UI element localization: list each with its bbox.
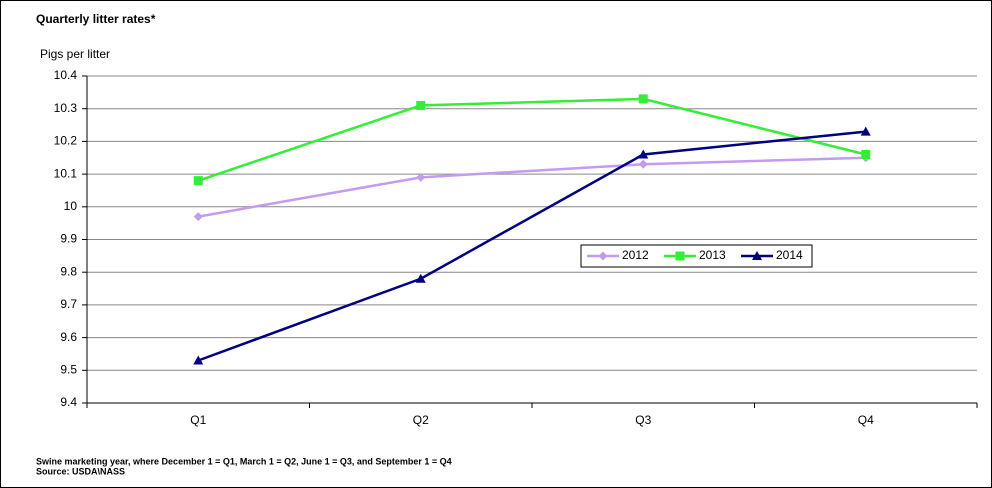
y-tick-label: 10.4	[54, 68, 78, 82]
marker	[193, 212, 203, 222]
marker	[416, 100, 426, 110]
y-tick-label: 9.7	[60, 297, 77, 311]
marker	[416, 172, 426, 182]
marker	[675, 251, 685, 261]
footnote: Swine marketing year, where December 1 =…	[36, 456, 452, 466]
y-tick-label: 10.2	[54, 134, 78, 148]
chart-title: Quarterly litter rates*	[36, 12, 156, 26]
x-tick-label: Q4	[858, 413, 874, 427]
y-tick-label: 9.5	[60, 362, 77, 376]
legend: 2012 2013 2014	[580, 244, 813, 268]
y-tick-label: 9.6	[60, 330, 77, 344]
legend-label: 2013	[699, 248, 726, 262]
y-tick-label: 10	[64, 199, 78, 213]
marker	[193, 355, 204, 365]
marker	[598, 251, 608, 261]
y-axis-label: Pigs per litter	[40, 47, 110, 61]
y-tick-label: 9.4	[60, 395, 77, 409]
series-line	[197, 130, 866, 362]
marker	[415, 273, 426, 283]
marker	[638, 159, 648, 169]
legend-box	[580, 244, 813, 268]
y-tick-label: 9.9	[60, 232, 77, 246]
marker	[638, 94, 648, 104]
y-tick-label: 9.8	[60, 264, 77, 278]
marker	[638, 149, 649, 159]
marker	[860, 126, 871, 136]
x-tick-label: Q2	[413, 413, 429, 427]
legend-label: 2012	[622, 248, 649, 262]
y-tick-label: 10.1	[54, 166, 78, 180]
marker	[193, 176, 203, 186]
marker	[861, 149, 871, 159]
x-tick-label: Q3	[635, 413, 651, 427]
marker	[752, 251, 762, 260]
series-line	[197, 97, 867, 182]
series-line	[198, 156, 866, 218]
legend-label: 2014	[776, 248, 803, 262]
source-note: Source: USDA\NASS	[36, 466, 125, 476]
x-tick-label: Q1	[190, 413, 206, 427]
y-tick-label: 10.3	[54, 101, 78, 115]
